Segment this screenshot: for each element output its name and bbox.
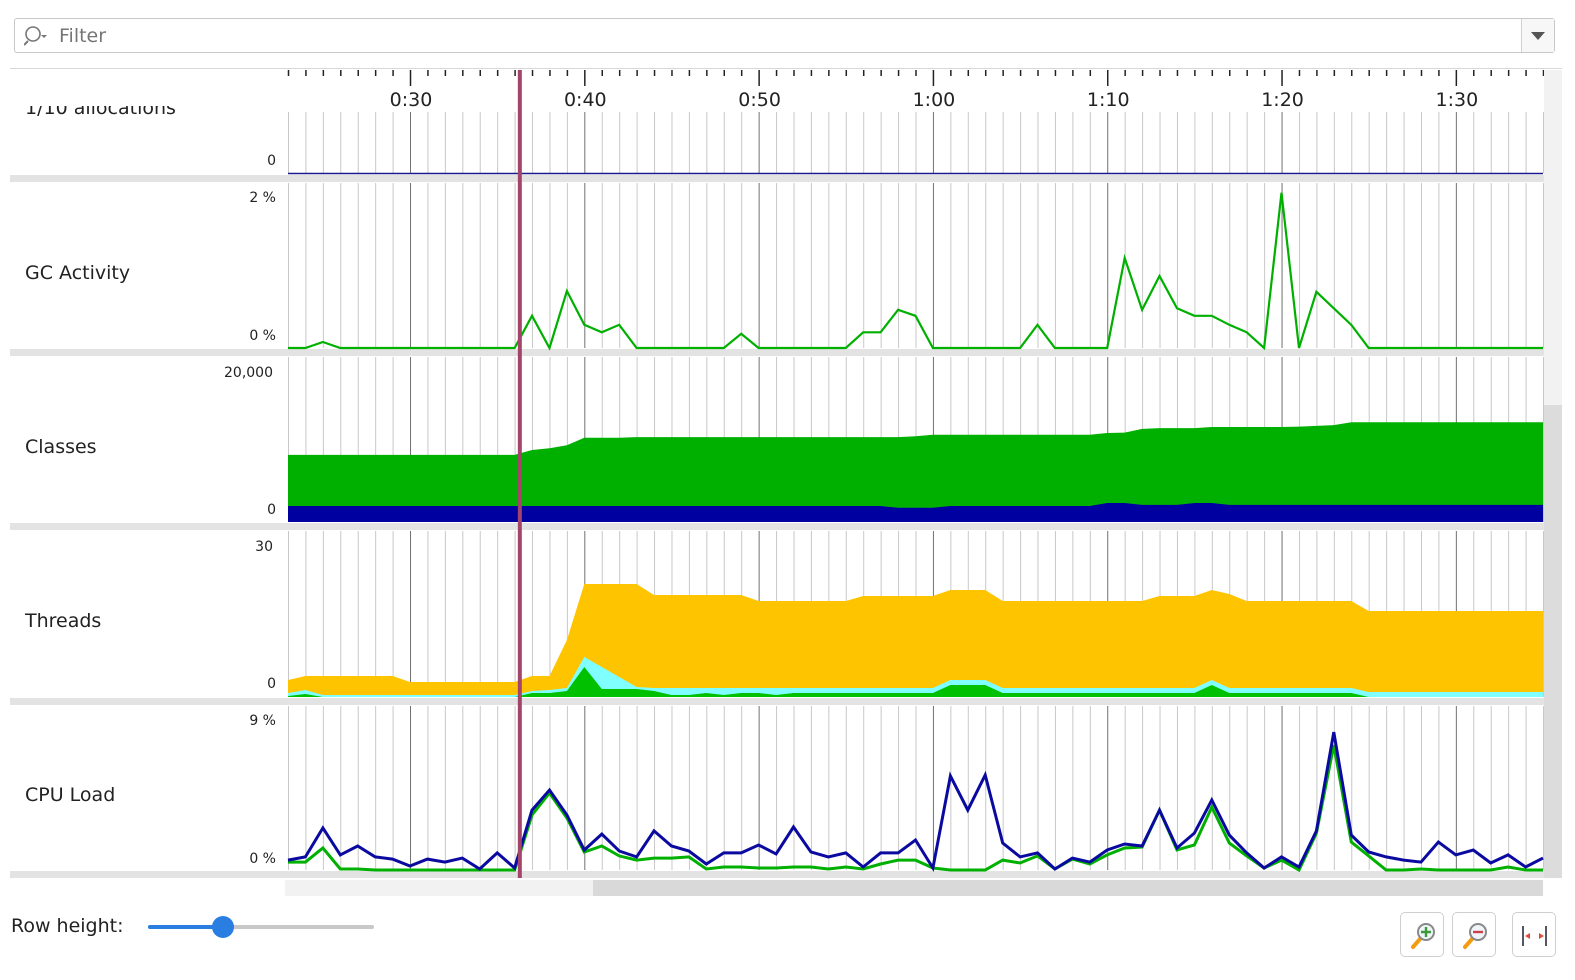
series-area <box>288 667 1543 697</box>
series-area <box>288 422 1543 522</box>
search-icon[interactable] <box>24 25 48 47</box>
series-area <box>288 584 1543 697</box>
fit-range-button[interactable] <box>1512 912 1556 957</box>
zoom-in-button[interactable] <box>1400 912 1444 957</box>
panel-title-classes: Classes <box>25 436 97 458</box>
row-separator <box>10 175 1544 182</box>
series-line <box>288 744 1543 873</box>
panel-title-allocations: 1/10 allocations <box>25 106 176 126</box>
y-min-label: 0 <box>267 502 276 518</box>
vertical-scrollbar[interactable] <box>1544 70 1562 878</box>
panel-title-text: 1/10 allocations <box>25 106 176 119</box>
series-area <box>288 657 1543 697</box>
zoom-out-button[interactable] <box>1452 912 1496 957</box>
series-line <box>287 731 1544 873</box>
slider-fill <box>148 925 223 929</box>
panel-title-threads: Threads <box>25 610 102 632</box>
filter-dropdown-button[interactable] <box>1521 19 1554 52</box>
time-tick-label: 1:10 <box>1087 89 1130 111</box>
divider <box>10 68 1562 69</box>
row-height-label: Row height: <box>11 915 124 937</box>
time-cursor <box>517 70 522 878</box>
y-min-label: 0 <box>267 153 276 169</box>
time-tick-label: 1:20 <box>1261 89 1304 111</box>
y-min-label: 0 % <box>249 851 276 867</box>
panel-title-cpu-load: CPU Load <box>25 784 116 806</box>
row-separator <box>10 871 1544 878</box>
series-line <box>288 192 1543 351</box>
horizontal-scrollbar[interactable] <box>285 880 1543 896</box>
filter-box <box>14 18 1555 53</box>
time-tick-label: 0:40 <box>564 89 607 111</box>
fit-range-icon <box>1522 926 1547 946</box>
y-min-label: 0 <box>267 676 276 692</box>
row-separator <box>10 698 1544 705</box>
filter-input[interactable] <box>57 23 1481 49</box>
y-min-label: 0 % <box>249 328 276 344</box>
time-tick-label: 0:30 <box>390 89 433 111</box>
time-tick-label: 0:50 <box>738 89 781 111</box>
scrollbar-thumb[interactable] <box>593 880 1543 896</box>
zoom-in-icon <box>1411 923 1435 949</box>
y-max-label: 2 % <box>249 190 276 206</box>
slider-thumb[interactable] <box>211 916 234 938</box>
chevron-down-icon <box>1531 32 1545 40</box>
row-separator <box>10 349 1544 356</box>
y-max-label: 30 <box>255 539 273 555</box>
timeline-chart[interactable]: 0:30 0:40 0:50 1:00 1:10 1:20 1:30 <box>0 0 1575 900</box>
y-max-label: 9 % <box>249 713 276 729</box>
time-tick-label: 1:00 <box>913 89 956 111</box>
panel-title-gc-activity: GC Activity <box>25 262 131 284</box>
series-area <box>288 503 1543 522</box>
row-height-slider[interactable] <box>148 916 374 938</box>
y-max-label: 20,000 <box>224 365 273 381</box>
time-tick-label: 1:30 <box>1436 89 1479 111</box>
scrollbar-thumb[interactable] <box>1544 405 1562 878</box>
zoom-out-icon <box>1463 923 1487 949</box>
row-separator <box>10 523 1544 530</box>
